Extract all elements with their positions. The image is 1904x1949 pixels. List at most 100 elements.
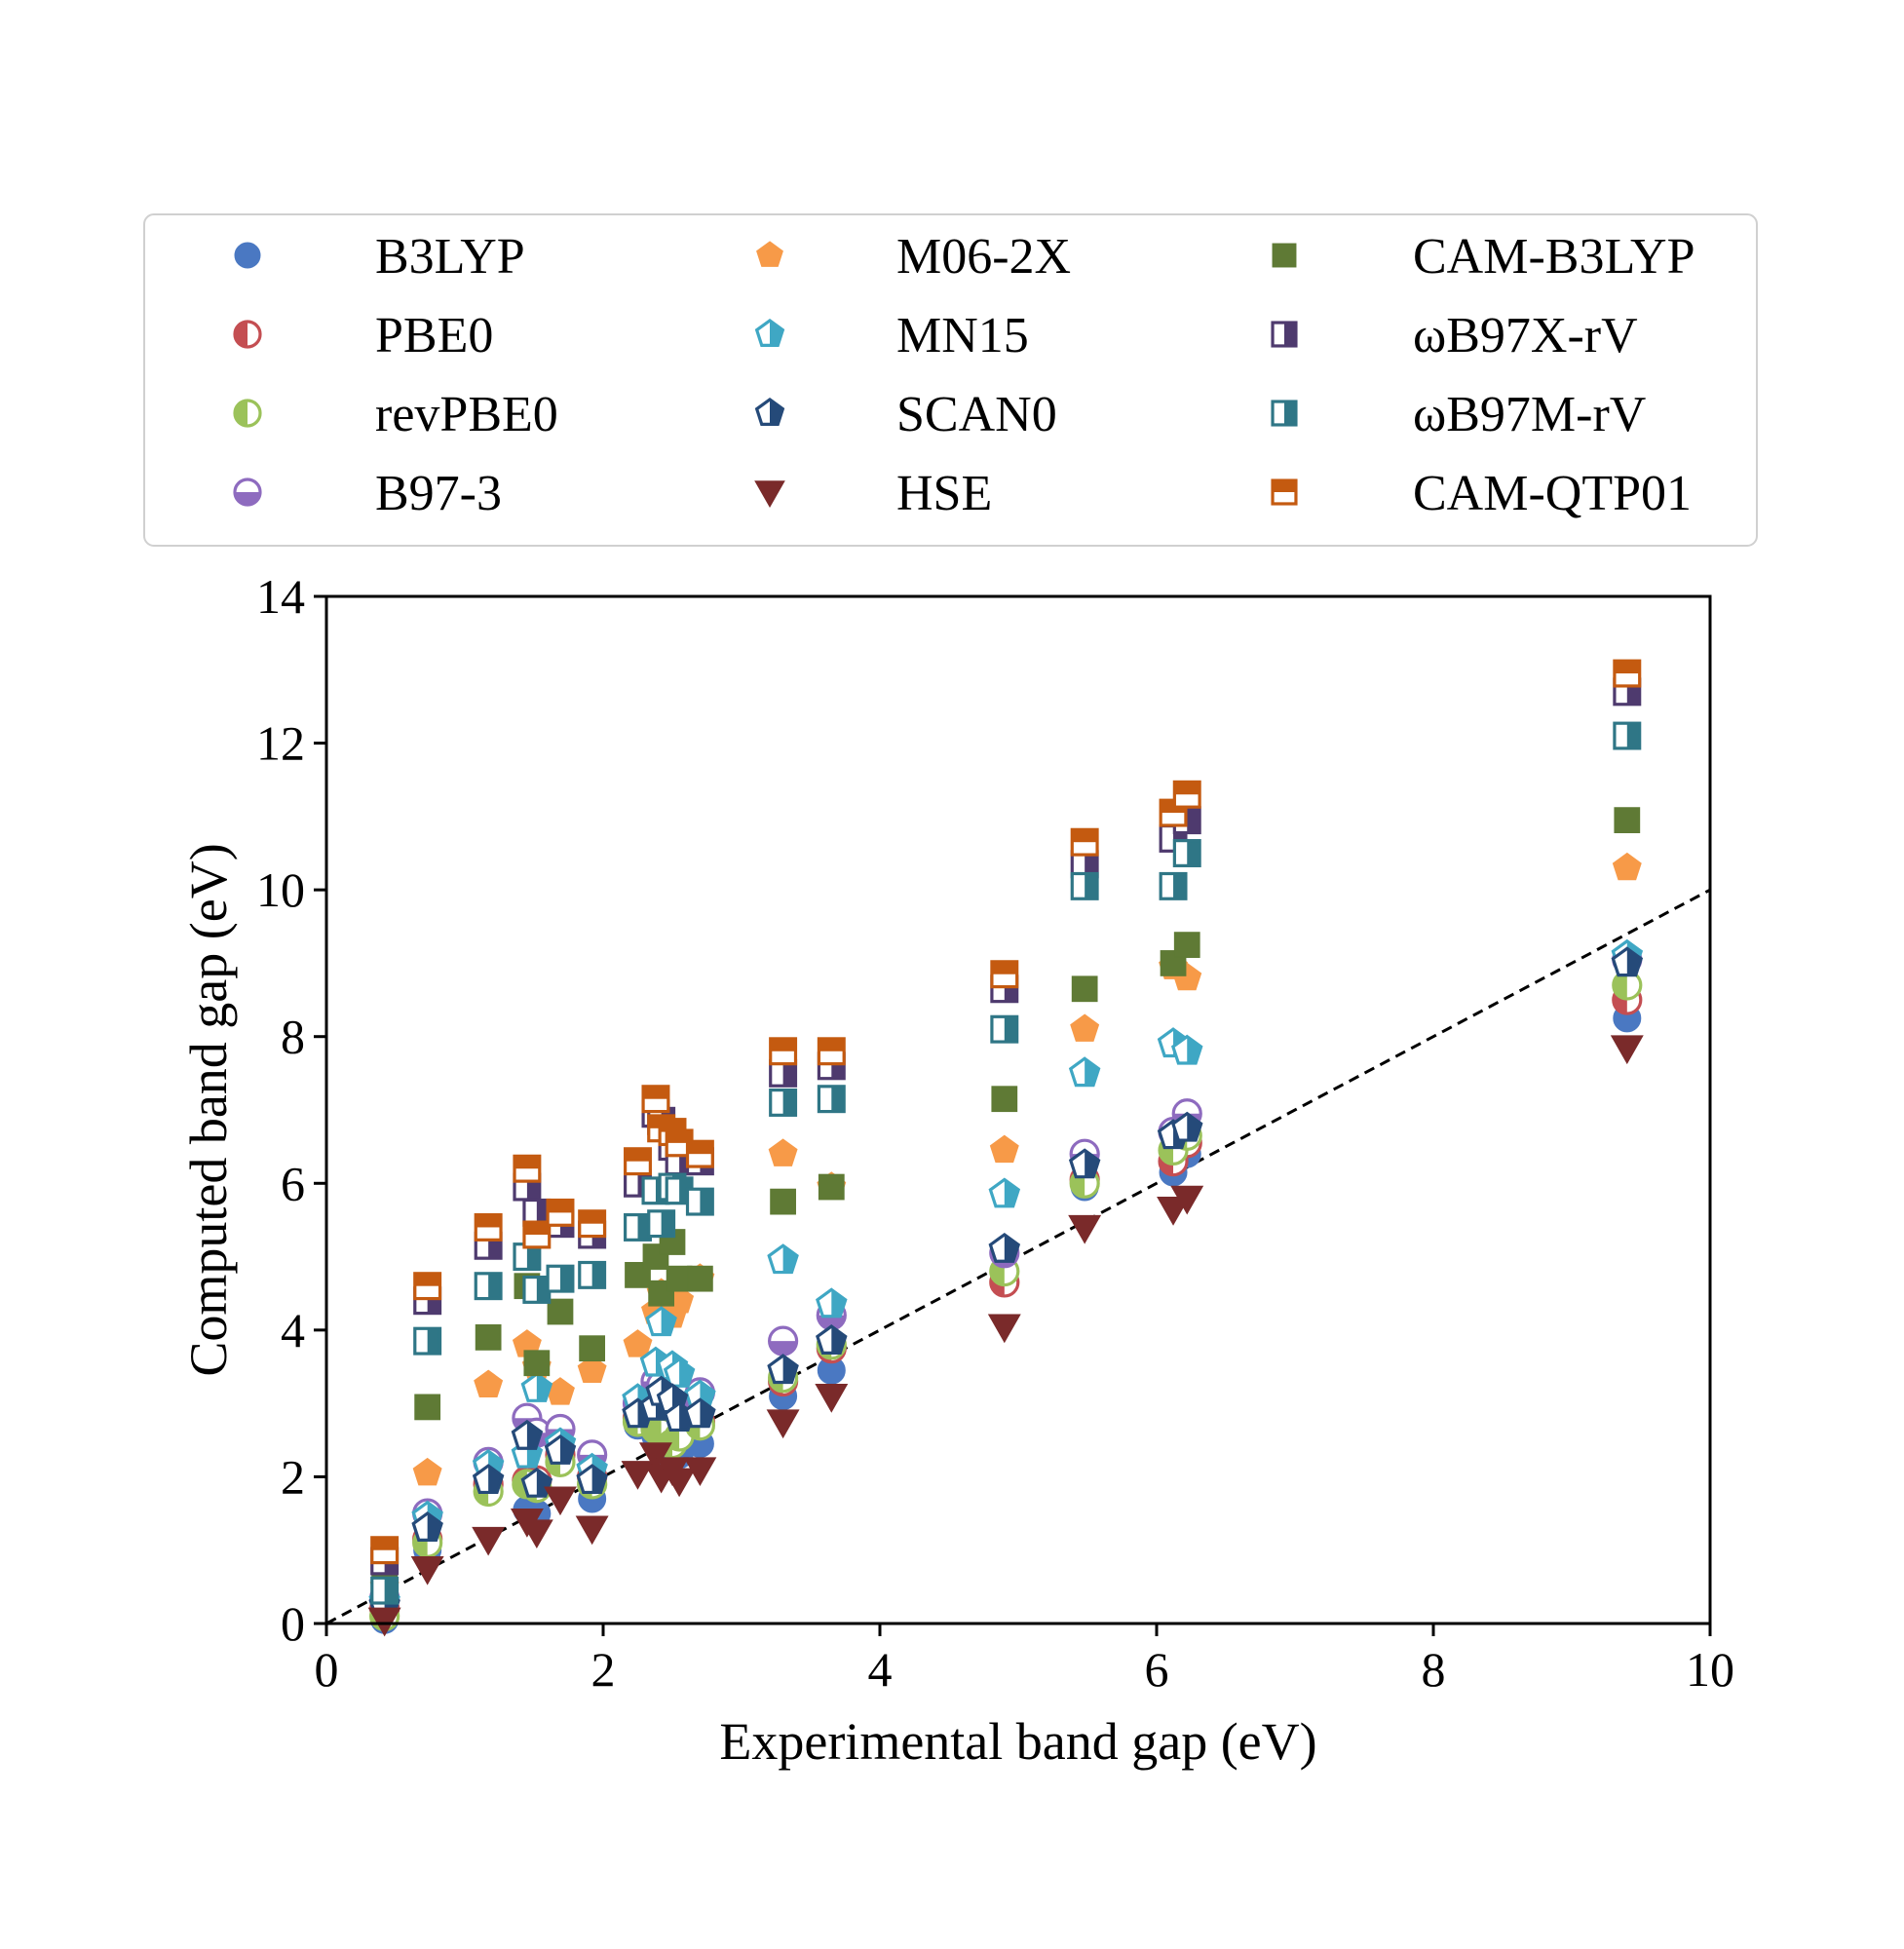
- data-point-mn15: [767, 1243, 799, 1275]
- y-tick-label: 14: [256, 569, 305, 624]
- data-point-mn15: [988, 1177, 1021, 1208]
- legend-marker: [1271, 478, 1298, 506]
- data-point-cam-b3lyp: [523, 1350, 551, 1377]
- data-point-omegab97m-rv: [546, 1264, 575, 1293]
- legend-label: MN15: [896, 308, 1029, 363]
- data-point-hse: [544, 1486, 577, 1516]
- legend-entry-omegab97m-rv: ωB97M-rV: [1271, 387, 1646, 442]
- legend-entry-mn15: MN15: [754, 308, 1029, 363]
- data-point-scan0: [816, 1324, 848, 1355]
- data-point-cam-b3lyp: [1071, 975, 1098, 1003]
- data-point-cam-qtp01: [1070, 827, 1099, 857]
- legend-marker: [1271, 400, 1298, 427]
- data-point-cam-b3lyp: [770, 1188, 796, 1215]
- data-point-scan0: [1611, 946, 1644, 977]
- data-point-mn15: [1170, 1034, 1203, 1065]
- legend-label: M06-2X: [896, 229, 1071, 285]
- data-point-omegab97m-rv: [578, 1260, 607, 1289]
- data-point-omegab97m-rv: [1172, 839, 1201, 867]
- data-point-omegab97m-rv: [474, 1272, 503, 1301]
- data-point-revpbe0: [1612, 970, 1643, 1001]
- data-point-scan0: [576, 1464, 608, 1495]
- legend-label: CAM-B3LYP: [1413, 229, 1695, 285]
- legend-entry-pbe0: PBE0: [233, 308, 493, 363]
- legend-label: PBE0: [375, 308, 493, 363]
- data-point-cam-qtp01: [1172, 780, 1201, 809]
- data-point-m06-2x: [577, 1355, 607, 1383]
- data-point-scan0: [684, 1397, 716, 1429]
- data-point-cam-qtp01: [769, 1037, 798, 1066]
- legend-marker: [754, 318, 785, 347]
- x-tick-label: 0: [315, 1642, 339, 1697]
- legend-label: CAM-QTP01: [1413, 466, 1692, 521]
- legend-marker: [754, 397, 785, 426]
- data-point-m06-2x: [623, 1329, 653, 1357]
- data-point-hse: [663, 1468, 697, 1498]
- data-point-m06-2x: [474, 1369, 504, 1398]
- data-point-omegab97m-rv: [624, 1212, 652, 1242]
- legend-marker: [756, 241, 783, 267]
- data-point-omegab97m-rv: [817, 1085, 846, 1114]
- data-point-hse: [987, 1314, 1021, 1344]
- y-tick-label: 2: [281, 1449, 305, 1504]
- data-point-cam-b3lyp: [991, 1086, 1018, 1113]
- data-point-hse: [1170, 1185, 1204, 1215]
- data-point-cam-qtp01: [1613, 659, 1642, 688]
- legend: B3LYP PBE0 revPBE0 B97-3 M06-2X MN15 SCAN0 HSE C…: [143, 213, 1758, 547]
- legend-marker: [233, 320, 262, 349]
- data-point-cam-qtp01: [513, 1154, 542, 1183]
- legend-entry-omegab97x-rv: ωB97X-rV: [1271, 308, 1638, 363]
- y-tick-label: 8: [281, 1010, 305, 1064]
- legend-label: B3LYP: [375, 229, 525, 285]
- legend-label: B97-3: [375, 466, 502, 521]
- plot-area: 0 2 4 6 8 10 0 2 4 6 8 10 12 14: [256, 569, 1734, 1697]
- data-point-mn15: [520, 1371, 553, 1402]
- data-point-hse: [1068, 1214, 1102, 1244]
- data-point-cam-qtp01: [624, 1147, 652, 1176]
- data-point-cam-b3lyp: [475, 1324, 502, 1351]
- legend-entry-hse: HSE: [754, 466, 992, 521]
- x-axis-title: Experimental band gap (eV): [719, 1712, 1316, 1771]
- legend-entry-scan0: SCAN0: [754, 387, 1057, 442]
- legend-label: ωB97M-rV: [1413, 387, 1646, 442]
- legend-label: ωB97X-rV: [1413, 308, 1638, 363]
- data-point-hse: [575, 1515, 609, 1546]
- legend-marker: [1272, 243, 1297, 268]
- plot-frame: [324, 594, 1712, 1625]
- data-point-hse: [1610, 1035, 1644, 1065]
- x-tick-label: 2: [591, 1642, 616, 1697]
- legend-marker: [234, 242, 261, 269]
- legend-marker: [233, 478, 262, 507]
- legend-frame: [143, 213, 1758, 547]
- y-tick-label: 10: [256, 862, 305, 917]
- data-point-mn15: [663, 1357, 696, 1388]
- data-point-cam-qtp01: [990, 960, 1019, 989]
- data-point-cam-qtp01: [578, 1209, 607, 1239]
- x-tick-label: 4: [868, 1642, 893, 1697]
- data-point-cam-qtp01: [413, 1272, 442, 1301]
- data-point-hse: [367, 1607, 401, 1637]
- data-point-omegab97m-rv: [685, 1187, 714, 1216]
- data-point-m06-2x: [989, 1134, 1019, 1164]
- data-point-scan0: [1170, 1111, 1203, 1142]
- series-hse: [367, 1035, 1644, 1637]
- data-point-omegab97m-rv: [1070, 871, 1099, 900]
- legend-entry-cam-qtp01: CAM-QTP01: [1271, 466, 1692, 521]
- data-point-hse: [638, 1442, 672, 1471]
- legend-label: revPBE0: [375, 387, 558, 442]
- data-point-scan0: [544, 1433, 577, 1465]
- series-cam-qtp01: [370, 659, 1642, 1565]
- data-point-cam-b3lyp: [579, 1335, 606, 1362]
- data-point-cam-b3lyp: [547, 1298, 574, 1325]
- data-point-omegab97m-rv: [1613, 721, 1642, 750]
- x-tick-label: 8: [1422, 1642, 1446, 1697]
- data-point-cam-b3lyp: [1173, 932, 1200, 958]
- data-point-hse: [683, 1457, 717, 1487]
- data-point-scan0: [511, 1419, 544, 1450]
- series-scan0: [368, 946, 1644, 1620]
- data-point-omegab97m-rv: [1159, 871, 1188, 900]
- data-point-omegab97m-rv: [665, 1176, 694, 1205]
- series-omegab97m-rv: [370, 721, 1642, 1605]
- data-point-hse: [519, 1519, 553, 1549]
- data-point-cam-qtp01: [474, 1212, 503, 1242]
